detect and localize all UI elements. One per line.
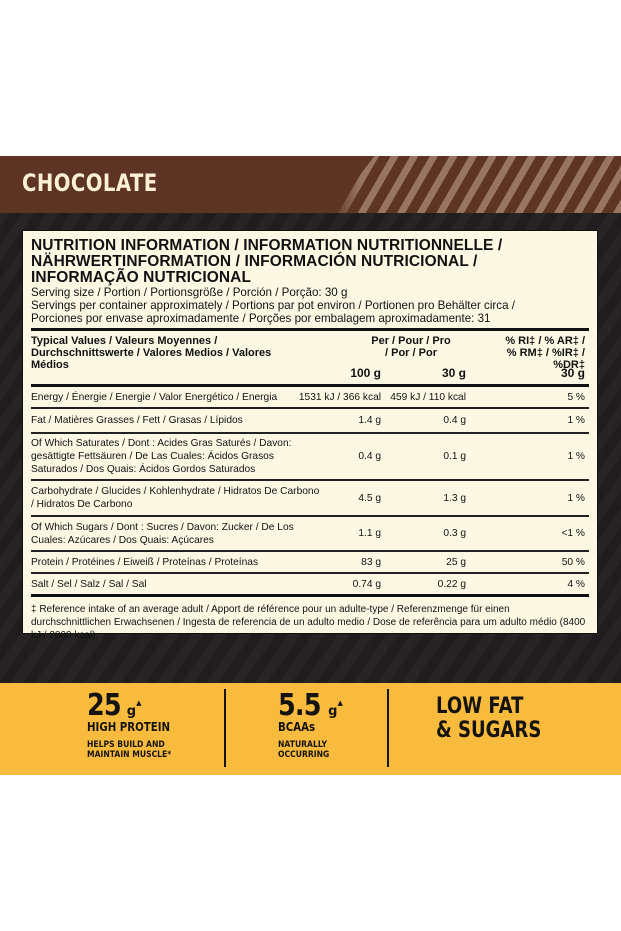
flavor-band: CHOCOLATE: [0, 156, 621, 213]
value-per-100g: 0.74 g: [352, 578, 381, 590]
serving-size: Serving size / Portion / Portionsgröße /…: [31, 286, 348, 299]
claim-bcaa-sub2: OCCURRING: [278, 750, 330, 760]
value-per-30g: 1.3 g: [443, 492, 466, 504]
triangle-icon: ▲: [136, 699, 142, 707]
low-fat-line2: & SUGARS: [436, 718, 542, 743]
header-typical-values: Typical Values / Valeurs Moyennes / Durc…: [31, 335, 272, 371]
reference-intake-footnote: ‡ Reference intake of an average adult /…: [31, 604, 586, 641]
divider: [31, 384, 589, 387]
claim-protein-sub1: HELPS BUILD AND: [87, 740, 165, 750]
servings-per-container: Servings per container approximately / P…: [31, 299, 515, 312]
row-label: Energy / Énergie / Energie / Valor Energ…: [31, 391, 278, 403]
table-row-carbohydrate: Carbohydrate / Glucides / Kohlenhydrate …: [31, 481, 589, 517]
low-fat-line1: LOW FAT: [436, 694, 524, 719]
claim-bcaa-title: BCAAs: [278, 720, 316, 734]
value-ri: 50 %: [561, 556, 585, 568]
nutrition-title-pt: INFORMAÇÃO NUTRICIONAL: [31, 269, 252, 286]
row-label: Of Which Saturates / Dont : Acides Gras …: [31, 438, 292, 475]
row-label: Fat / Matières Grasses / Fett / Grasas /…: [31, 415, 243, 426]
value-ri: 1 %: [567, 415, 585, 426]
value-per-100g: 1531 kJ / 366 kcal: [298, 391, 381, 403]
claim-low-fat: LOW FAT & SUGARS: [436, 695, 564, 743]
bcaa-value: 5.5: [278, 688, 321, 723]
table-row-saturates: Of Which Saturates / Dont : Acides Gras …: [31, 434, 589, 481]
table-row-fat: Fat / Matières Grasses / Fett / Grasas /…: [31, 409, 589, 434]
value-per-100g: 1.1 g: [358, 528, 381, 539]
claim-bcaa: 5.5 g▲ BCAAs NATURALLY OCCURRING: [278, 688, 343, 761]
header-per: Per / Pour / Pro / Por / Por: [371, 335, 451, 359]
value-per-30g: 0.1 g: [443, 451, 466, 462]
table-row-sugars: Of Which Sugars / Dont : Sucres / Davon:…: [31, 517, 589, 552]
nutrition-panel: NUTRITION INFORMATION / INFORMATION NUTR…: [22, 230, 598, 641]
claim-bcaa-sub1: NATURALLY: [278, 740, 328, 750]
value-per-30g: 0.3 g: [443, 528, 466, 539]
table-row-salt: Salt / Sel / Salz / Sal / Sal 0.74 g 0.2…: [31, 574, 589, 597]
table-row-protein: Protein / Protéines / Eiweiß / Proteínas…: [31, 552, 589, 574]
value-per-30g: 0.22 g: [437, 578, 466, 590]
bcaa-unit: g: [328, 704, 338, 719]
nutrition-title-de-es: NÄHRWERTINFORMATION / INFORMACIÓN NUTRIC…: [31, 253, 478, 270]
row-label: Salt / Sel / Salz / Sal / Sal: [31, 578, 147, 590]
decorative-stripes: [331, 156, 621, 213]
row-label: Carbohydrate / Glucides / Kohlenhydrate …: [31, 486, 320, 510]
nutrition-title-en-fr: NUTRITION INFORMATION / INFORMATION NUTR…: [31, 237, 503, 254]
value-per-30g: 459 kJ / 110 kcal: [390, 391, 466, 403]
value-per-30g: 0.4 g: [443, 415, 466, 426]
value-per-30g: 25 g: [446, 556, 466, 568]
value-ri: <1 %: [561, 528, 585, 539]
claim-protein: 25 g▲ HIGH PROTEIN HELPS BUILD AND MAINTA…: [87, 688, 186, 761]
header-ri: % RI‡ / % AR‡ / % RM‡ / %IR‡ / %DR‡: [505, 335, 585, 371]
value-per-100g: 4.5 g: [358, 492, 381, 504]
value-ri: 1 %: [567, 451, 585, 462]
header-ri-30g: 30 g: [560, 366, 585, 380]
divider: [31, 328, 589, 331]
value-ri: 5 %: [567, 391, 585, 403]
value-per-100g: 1.4 g: [358, 415, 381, 426]
header-30g: 30 g: [441, 366, 466, 380]
value-per-100g: 0.4 g: [358, 451, 381, 462]
flavor-title: CHOCOLATE: [22, 169, 158, 197]
table-header: Typical Values / Valeurs Moyennes / Durc…: [31, 331, 589, 384]
protein-value: 25: [87, 688, 122, 723]
value-ri: 4 %: [567, 578, 585, 590]
row-label: Protein / Protéines / Eiweiß / Proteínas…: [31, 556, 259, 568]
row-label: Of Which Sugars / Dont : Sucres / Davon:…: [31, 521, 294, 546]
claims-band: 25 g▲ HIGH PROTEIN HELPS BUILD AND MAINTA…: [0, 683, 621, 775]
claim-protein-title: HIGH PROTEIN: [87, 720, 171, 734]
value-ri: 1 %: [567, 492, 585, 504]
claim-protein-sub2: MAINTAIN MUSCLE*: [87, 750, 172, 760]
divider: [387, 689, 389, 767]
value-per-100g: 83 g: [361, 556, 381, 568]
divider: [224, 689, 226, 767]
protein-unit: g: [126, 704, 137, 719]
servings-per-container-es-pt: Porciones por envase aproximadamente / P…: [31, 312, 491, 325]
header-100g: 100 g: [350, 366, 381, 380]
table-row-energy: Energy / Énergie / Energie / Valor Energ…: [31, 387, 589, 409]
triangle-icon: ▲: [337, 699, 343, 707]
